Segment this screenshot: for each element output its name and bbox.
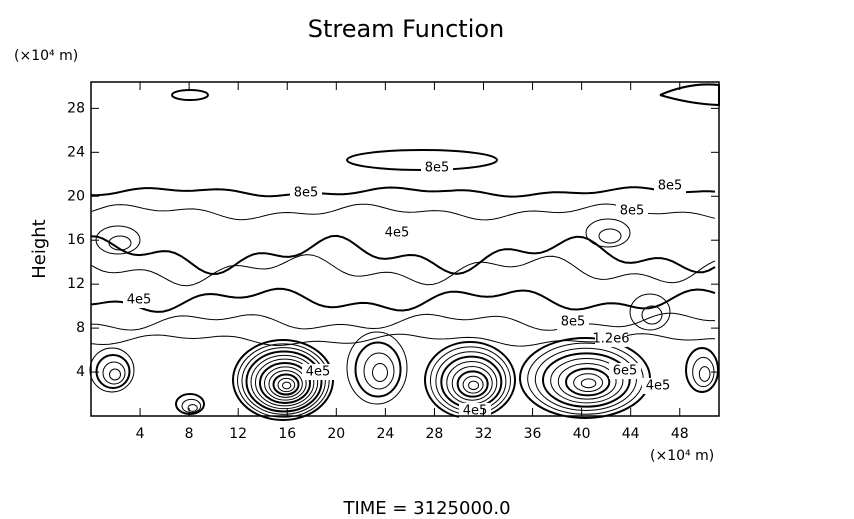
y-tick-label: 16 (67, 232, 85, 248)
contour-line (277, 377, 296, 393)
contour-label: 8e5 (561, 315, 586, 330)
contour-line (354, 341, 402, 398)
x-tick-label: 4 (136, 426, 145, 442)
contour-line (181, 398, 202, 414)
x-tick-label: 36 (524, 426, 542, 442)
y-tick-label: 20 (67, 188, 85, 204)
contour-label: 8e5 (425, 161, 450, 176)
contour-line (629, 293, 671, 331)
contour-line (109, 368, 121, 381)
contour-line (237, 343, 330, 418)
y-tick-label: 28 (67, 100, 85, 116)
contour-line (259, 362, 311, 404)
contour-label-bg (557, 314, 589, 330)
contour-line (456, 370, 489, 398)
contour-line (90, 312, 715, 331)
y-axis-label: Height (29, 219, 50, 279)
contour-line (102, 361, 126, 385)
contour-label-bg (421, 160, 453, 176)
contour-line (187, 404, 198, 412)
chart-title: Stream Function (308, 15, 505, 43)
contour-label-bg (595, 331, 627, 347)
contour-label: 4e5 (463, 404, 488, 419)
contour-line (573, 373, 604, 393)
x-tick-label: 12 (229, 426, 247, 442)
contour-line (282, 381, 292, 390)
contour-line (90, 186, 716, 198)
contour-line (175, 393, 205, 415)
contour-label: 8e5 (620, 204, 645, 219)
y-unit: (×10⁴ m) (14, 48, 78, 64)
contour-line (372, 363, 388, 382)
contour-line (580, 378, 597, 389)
footer: TIME = 3125000.0 (342, 498, 510, 519)
contour-line (250, 354, 319, 410)
contour-line (264, 366, 307, 401)
contour-line (462, 375, 484, 394)
contour-label: 6e5 (613, 364, 638, 379)
contour-label: 4e5 (385, 226, 410, 241)
x-tick-label: 24 (376, 426, 394, 442)
contour-line (685, 347, 719, 393)
contour-line (272, 373, 300, 396)
contour-label: 8e5 (658, 179, 683, 194)
contour-label: 1.2e6 (593, 332, 630, 347)
contour-line (363, 352, 395, 390)
contour-line (89, 347, 135, 393)
contour-line (171, 89, 209, 101)
x-tick-label: 16 (278, 426, 296, 442)
contour-line (245, 350, 323, 413)
x-tick-label: 8 (185, 426, 194, 442)
x-unit: (×10⁴ m) (650, 448, 714, 464)
contour-line (692, 356, 715, 388)
contour-label-bg (642, 378, 674, 394)
contour-label-bg (609, 363, 641, 379)
contour-line (641, 305, 663, 325)
y-tick-label: 12 (67, 276, 85, 292)
contour-line (698, 366, 711, 382)
contour-label: 4e5 (127, 293, 152, 308)
x-tick-label: 40 (573, 426, 591, 442)
x-tick-label: 44 (622, 426, 640, 442)
contour-line (534, 347, 637, 411)
y-tick-label: 8 (76, 320, 85, 336)
y-tick-label: 4 (76, 364, 85, 380)
contour-line (346, 331, 408, 405)
x-tick-label: 32 (475, 426, 493, 442)
plot-frame (90, 81, 720, 417)
contour-line (90, 254, 716, 287)
contour-line (268, 370, 303, 398)
contour-line (565, 367, 611, 397)
contour-label: 4e5 (646, 379, 671, 394)
contour-line (90, 234, 716, 275)
contour-line (451, 365, 493, 401)
contour-line (90, 203, 716, 221)
contour-label: 4e5 (306, 365, 331, 380)
contours: 8e5 8e5 8e5 8e5 4e5 4e5 8e5 1.2e6 6e5 4e5 4e5 4e5 (89, 83, 720, 421)
x-tick-label: 28 (426, 426, 444, 442)
contour-label-bg (302, 364, 334, 380)
contour-label: 8e5 (294, 186, 319, 201)
contour-line (95, 354, 131, 389)
contour-line (90, 287, 716, 313)
contour-line (598, 228, 622, 244)
contour-line (557, 363, 617, 400)
contour-label-bg (123, 292, 155, 308)
contour-line (254, 358, 315, 407)
contour-line (468, 380, 480, 391)
x-tick-label: 20 (327, 426, 345, 442)
contour-line (659, 83, 720, 107)
contour-label-bg (654, 178, 686, 194)
contour-label-bg (290, 185, 322, 201)
y-tick-label: 24 (67, 144, 85, 160)
contour-line (241, 347, 326, 415)
contour-line (550, 357, 624, 404)
contour-line (585, 218, 631, 248)
contour-line (542, 352, 631, 408)
contour-label-bg (616, 203, 648, 219)
x-tick-label: 48 (671, 426, 689, 442)
contour-label-bg (381, 225, 413, 241)
